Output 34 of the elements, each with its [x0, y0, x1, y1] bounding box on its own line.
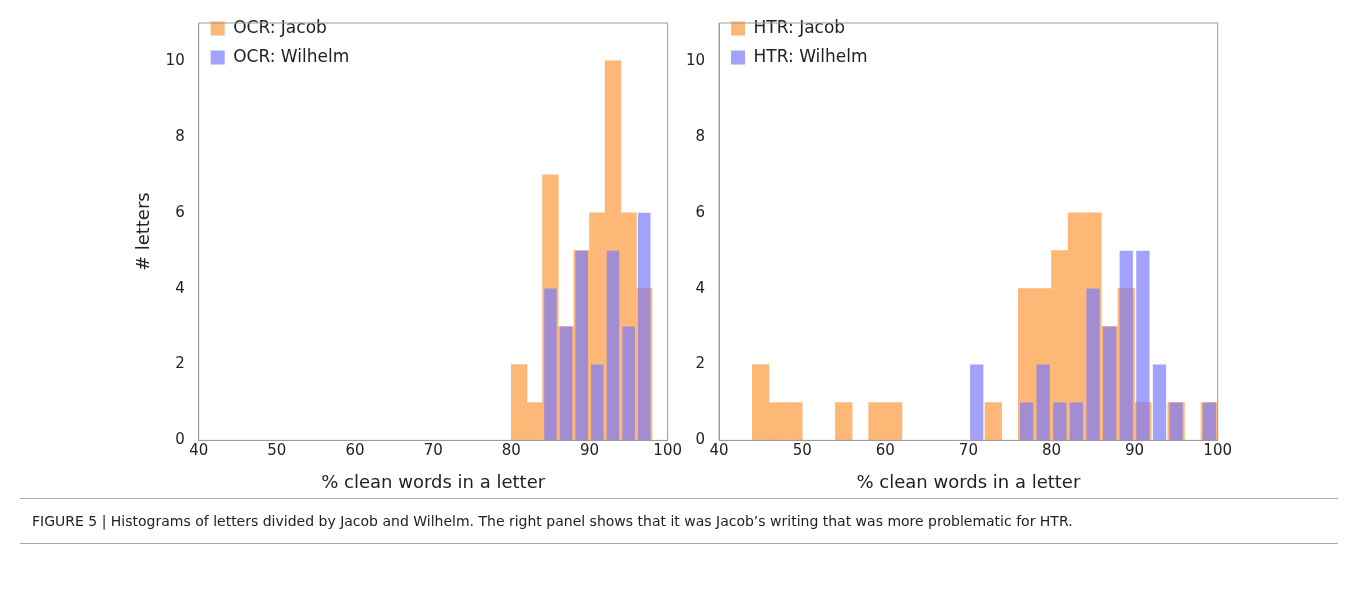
x-tick-label: 100 — [653, 441, 683, 460]
x-tick-label: 90 — [579, 441, 600, 460]
x-axis-title: % clean words in a letter — [856, 470, 1081, 492]
legend-label: HTR: Wilhelm — [753, 45, 868, 66]
y-tick-label: 4 — [695, 278, 706, 297]
x-tick-label: 100 — [1203, 441, 1233, 460]
x-tick-label: 70 — [958, 441, 978, 460]
x-tick-label: 60 — [345, 441, 365, 460]
x-axis-title: % clean words in a letter — [321, 470, 546, 492]
x-tick-label: 80 — [501, 441, 521, 460]
x-tick-label: 50 — [792, 441, 812, 460]
x-tick-label: 40 — [189, 441, 209, 460]
y-tick-label: 0 — [695, 430, 706, 449]
y-tick-label: 10 — [165, 50, 185, 69]
legend-label: OCR: Wilhelm — [233, 45, 350, 66]
caption: FIGURE 5 | Histograms of letters divided by Jacob and Wilhelm. The right panel shows that it was Jacob’s writing that was more problematic for HTR. — [20, 498, 1338, 544]
y-tick-label: 8 — [695, 126, 706, 145]
x-tick-label: 70 — [423, 441, 443, 460]
legend-label: OCR: Jacob — [233, 16, 327, 37]
y-axis-title: # letters — [132, 192, 154, 272]
x-tick-label: 90 — [1125, 441, 1145, 460]
y-tick-label: 8 — [175, 126, 185, 145]
x-tick-label: 80 — [1041, 441, 1062, 460]
y-tick-label: 2 — [695, 354, 706, 373]
legend-label: HTR: Jacob — [753, 16, 846, 37]
y-tick-label: 10 — [685, 50, 706, 69]
y-tick-label: 6 — [695, 202, 706, 221]
y-tick-label: 4 — [175, 278, 185, 297]
y-tick-label: 6 — [175, 202, 185, 221]
y-tick-label: 0 — [175, 430, 185, 449]
y-tick-label: 2 — [175, 354, 185, 373]
x-tick-label: 60 — [875, 441, 895, 460]
x-tick-label: 50 — [267, 441, 287, 460]
x-tick-label: 40 — [709, 441, 729, 460]
